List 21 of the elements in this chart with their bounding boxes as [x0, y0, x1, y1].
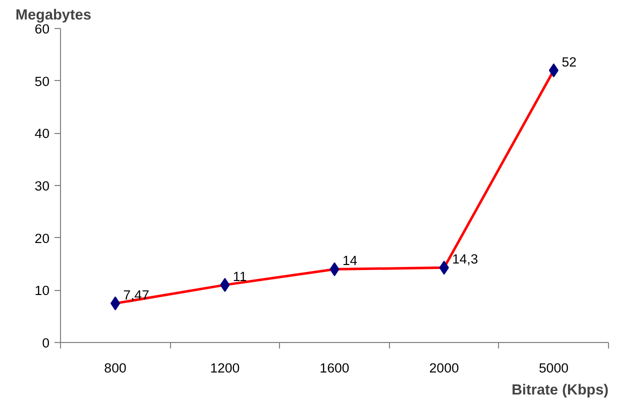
y-tick-label: 50 — [34, 74, 50, 89]
x-tick-label: 1200 — [210, 360, 240, 376]
data-label: 11 — [232, 268, 247, 284]
point — [548, 63, 559, 78]
y-tick-label: 0 — [42, 336, 50, 350]
data-label: 14,3 — [452, 252, 478, 267]
point — [110, 296, 120, 310]
x-tick-label: 1600 — [320, 360, 350, 376]
x-tick-label: 5000 — [538, 360, 569, 376]
y-tick-label: 60 — [34, 22, 50, 36]
y-tick-label: 30 — [34, 178, 50, 194]
x-tick-label: 2000 — [429, 360, 459, 376]
y-tick-label: 40 — [34, 126, 50, 142]
y-axis-title: Megabytes — [16, 8, 92, 24]
y-tick-label: 10 — [34, 283, 50, 298]
data-label: 7,47 — [123, 287, 150, 302]
data-label: 52 — [562, 54, 577, 70]
x-axis-title: Bitrate (Kbps) — [512, 382, 609, 398]
data-label: 14 — [342, 253, 358, 268]
x-tick-label: 800 — [104, 360, 126, 376]
y-tick-label: 20 — [34, 230, 50, 246]
